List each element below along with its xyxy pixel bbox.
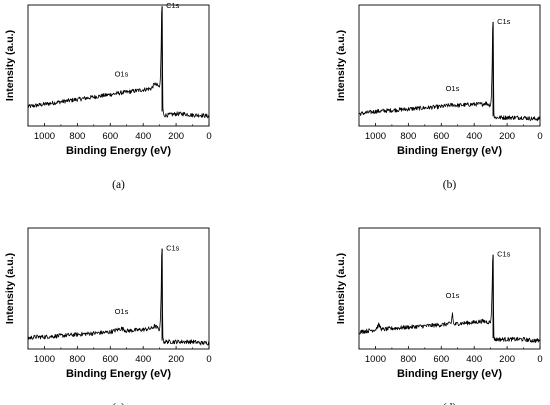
c1s-label: C1s	[497, 250, 511, 259]
panel-label: (d)	[443, 402, 457, 405]
spectrum-line	[27, 249, 210, 346]
spectrum-line	[358, 22, 541, 122]
x-tick-label: 800	[69, 131, 85, 142]
y-axis-label: Intensity (a.u.)	[4, 30, 16, 101]
x-tick-label: 1000	[365, 131, 386, 142]
x-tick-label: 800	[400, 131, 416, 142]
x-axis-label: Binding Energy (eV)	[66, 368, 171, 380]
panel-label: (a)	[112, 179, 125, 191]
x-tick-label: 400	[135, 131, 151, 142]
x-axis-label: Binding Energy (eV)	[66, 145, 171, 157]
x-tick-label: 200	[499, 354, 515, 365]
o1s-label: O1s	[446, 291, 460, 300]
x-tick-label: 0	[206, 131, 211, 142]
spectrum-line	[27, 6, 210, 119]
o1s-label: O1s	[115, 69, 129, 78]
x-tick-label: 600	[433, 354, 449, 365]
panel-label: (b)	[443, 179, 457, 191]
plot-frame	[358, 4, 541, 127]
y-axis-label: Intensity (a.u.)	[335, 30, 347, 101]
x-tick-label: 1000	[34, 131, 55, 142]
y-axis-label: Intensity (a.u.)	[4, 253, 16, 324]
y-axis-label: Intensity (a.u.)	[335, 253, 347, 324]
c1s-label: C1s	[166, 1, 180, 10]
c1s-label: C1s	[166, 244, 180, 253]
x-tick-label: 200	[499, 131, 515, 142]
x-tick-label: 600	[433, 131, 449, 142]
panel-label: (c)	[112, 402, 125, 405]
chart-panel-0: 1000 800 600 400 200 0 Binding Energy (eV) Inte…	[4, 1, 212, 191]
x-tick-label: 400	[466, 131, 482, 142]
x-tick-label: 600	[102, 354, 118, 365]
x-tick-label: 800	[69, 354, 85, 365]
chart-panel-1: 1000 800 600 400 200 0 Binding Energy (eV) Inte…	[335, 4, 543, 191]
o1s-label: O1s	[115, 307, 129, 316]
plot-frame	[358, 227, 541, 350]
o1s-label: O1s	[446, 84, 460, 93]
x-tick-label: 1000	[34, 354, 55, 365]
x-tick-label: 600	[102, 131, 118, 142]
x-tick-label: 0	[537, 354, 542, 365]
chart-panel-2: 1000 800 600 400 200 0 Binding Energy (eV) Inte…	[4, 227, 212, 405]
c1s-label: C1s	[497, 17, 511, 26]
plot-frame	[27, 227, 210, 350]
x-tick-label: 800	[400, 354, 416, 365]
x-tick-label: 0	[537, 131, 542, 142]
x-tick-label: 400	[135, 354, 151, 365]
x-tick-label: 0	[206, 354, 211, 365]
x-tick-label: 400	[466, 354, 482, 365]
x-axis-label: Binding Energy (eV)	[397, 145, 502, 157]
x-tick-label: 200	[168, 131, 184, 142]
chart-panel-3: 1000 800 600 400 200 0 Binding Energy (eV) Inte…	[335, 227, 543, 405]
plot-frame	[27, 4, 210, 127]
x-tick-label: 200	[168, 354, 184, 365]
spectrum-line	[358, 254, 541, 343]
x-tick-label: 1000	[365, 354, 386, 365]
x-axis-label: Binding Energy (eV)	[397, 368, 502, 380]
